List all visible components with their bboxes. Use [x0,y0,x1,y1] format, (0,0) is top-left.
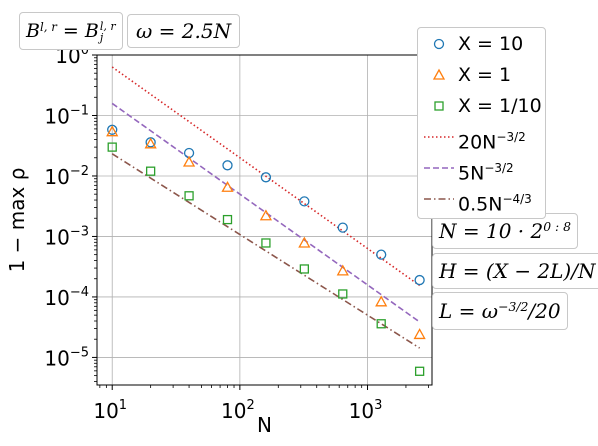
x-tick-label: 102 [221,398,255,423]
data-point [107,142,117,152]
n-definition-text: N = 10 · 2 [439,219,544,243]
data-point [298,236,311,248]
boundary-lhs-sup: l, r [39,19,57,34]
y-tick-exponent: −5 [70,345,89,360]
data-point [106,125,119,137]
y-axis-label: 1 − max ρ [5,168,29,273]
data-point [221,180,234,192]
legend-item: 5N−3/2 [418,156,545,184]
data-point [261,238,271,248]
data-point [260,172,272,183]
x-tick-label: 101 [93,398,127,423]
l-definition-sup: −3/2 [498,299,529,315]
data-point [184,191,194,201]
data-point [336,264,349,276]
data-point [145,166,156,176]
boundary-lhs: B [26,20,40,42]
reference-line [111,102,421,323]
legend-label: 20N−3/2 [458,125,526,154]
y-tick-label: 10−1 [44,103,89,128]
y-tick-label: 10−4 [44,285,89,310]
reference-line [111,66,421,287]
l-definition-post: /20 [528,299,561,323]
triangle-marker-icon [432,68,446,80]
data-point [222,160,233,171]
omega-box: ω = 2.5N [127,14,241,48]
h-definition-text: H = (X − 2L)/N [439,259,596,283]
square-marker-icon [434,101,444,111]
data-point [299,196,310,207]
legend-label: X = 1/10 [458,95,542,117]
data-point [222,214,233,225]
boundary-rhs: B [84,20,99,42]
y-tick-exponent: −4 [70,285,89,300]
x-axis-label: N [257,413,272,437]
legend-label: X = 10 [458,33,524,55]
x-tick-exponent: 1 [119,398,127,413]
legend-label-sup: −3/2 [496,130,526,144]
x-tick-exponent: 2 [246,398,254,413]
y-tick-exponent: −1 [70,103,89,118]
data-point [376,319,386,329]
legend-item: X = 1 [418,63,545,87]
dashed-line-icon [424,167,454,169]
data-point [299,264,309,274]
y-tick-exponent: −2 [70,164,89,179]
data-point [414,274,425,286]
legend-label: 0.5N−4/3 [458,187,532,216]
y-tick-exponent: −3 [70,224,89,239]
legend-label-sup: −4/3 [502,192,532,206]
legend-label: X = 1 [458,64,512,86]
n-definition-box: N = 10 · 20 : 8 [432,213,579,249]
y-tick-exponent: 0 [81,43,89,58]
legend-item: 20N−3/2 [418,125,545,153]
series-layer [106,66,426,376]
legend-label: 5N−3/2 [458,156,514,185]
legend-label-main: 0.5N [458,193,503,216]
dotted-line-icon [424,136,454,138]
legend-label-main: 20N [458,131,497,154]
omega-text: ω = 2.5N [136,19,232,43]
y-tick-label: 10−2 [44,164,89,189]
data-point [375,295,388,307]
legend-item: X = 1/10 [418,94,545,118]
legend: X = 10 X = 1 X = 1/10 20N−3/2 5N−3/2 0.5… [417,27,546,219]
y-tick-label: 10−5 [44,345,89,370]
data-point [413,328,426,340]
boundary-rhs-sup: l, r [99,20,116,33]
data-point [182,155,196,167]
data-point [338,289,348,299]
data-point [376,249,387,260]
h-definition-box: H = (X − 2L)/N [432,253,598,289]
circle-marker-icon [433,38,445,50]
data-point [414,366,425,376]
boundary-eq: = [56,20,85,42]
boundary-rhs-sub: j [99,31,104,44]
legend-item: X = 10 [418,32,545,56]
n-definition-sup: 0 : 8 [543,219,572,235]
y-tick-label: 10−3 [44,224,89,249]
x-tick-exponent: 3 [374,398,382,413]
dashdot-line-icon [424,198,454,200]
data-point [107,124,118,135]
x-tick-label: 103 [349,398,383,423]
legend-item: 0.5N−4/3 [418,187,545,215]
legend-label-sup: −3/2 [484,161,514,175]
legend-label-main: 5N [458,162,485,185]
reference-line [111,153,421,349]
l-definition-box: L = ω−3/2/20 [432,292,568,330]
data-point [144,137,157,149]
data-point [337,222,348,233]
data-point [259,209,273,221]
l-definition-pre: L = ω [439,299,499,323]
